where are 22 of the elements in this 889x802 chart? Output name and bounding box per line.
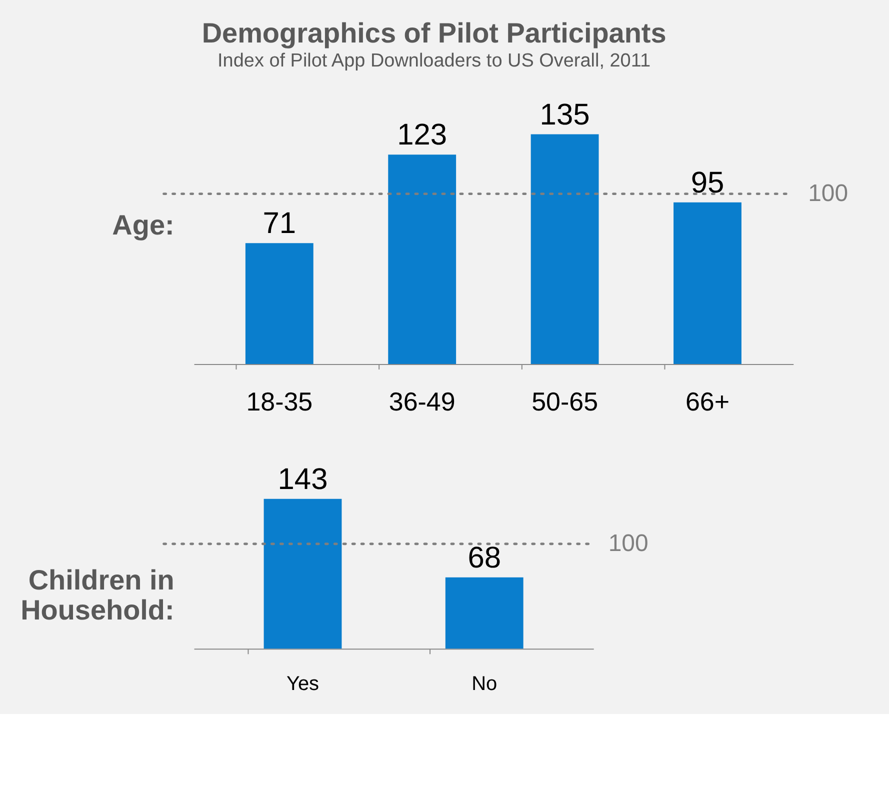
- ref-line-label: 100: [808, 180, 848, 207]
- bar: [245, 243, 314, 364]
- data-label: 68: [468, 541, 502, 574]
- x-tick-label: 50-65: [532, 386, 598, 416]
- x-tick-label: No: [472, 673, 498, 696]
- y-axis-title: Age:: [112, 210, 174, 241]
- chart-subtitle: Index of Pilot App Downloaders to US Overall, 2011: [218, 50, 651, 72]
- data-label: 95: [690, 166, 724, 200]
- ref-line-label: 100: [608, 530, 648, 557]
- y-axis-title: Children in Household:: [20, 564, 174, 626]
- x-tick-label: 66+: [685, 386, 730, 416]
- data-label: 143: [278, 462, 328, 496]
- data-label: 135: [540, 98, 590, 132]
- x-tick-label: Yes: [286, 673, 320, 696]
- x-tick-label: 18-35: [246, 386, 313, 416]
- bar: [674, 202, 742, 364]
- x-tick-label: 36-49: [388, 386, 456, 416]
- bar: [388, 154, 456, 364]
- data-label: 71: [262, 207, 296, 240]
- bar: [530, 134, 599, 364]
- chart-title: Demographics of Pilot Participants: [202, 17, 666, 48]
- data-label: 123: [397, 118, 448, 152]
